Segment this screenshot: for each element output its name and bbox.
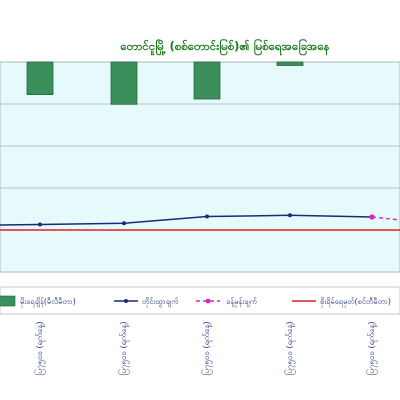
observed-line xyxy=(0,214,373,226)
legend-swatch-rain xyxy=(0,295,16,307)
legend-marker-forecast xyxy=(205,298,211,304)
legend-label-observed: တိုင်းထွာချက် xyxy=(142,297,178,307)
rain-bar xyxy=(276,61,304,66)
x-tick-labels: ပြ၇၅၀၀ (ရက်နေ့) ပြ၇၅၀၀ (ရက်နေ့) ပြ၇၅၀၀ (ရက… xyxy=(34,321,378,375)
legend-entry-warning: စိုးရိမ်ရေမှတ်(စင်တီမီတာ) xyxy=(292,297,391,307)
x-tick-label: ပြ၇၅၀၀ (ရက်နေ့) xyxy=(34,321,46,375)
legend-label-rain: မိုးရေချိန်(မီလီမီတာ) xyxy=(20,297,76,307)
rain-bar xyxy=(26,61,54,95)
observed-point xyxy=(122,221,126,226)
x-tick-label: ပြ၇၅၀၀ (ရက်နေ့) xyxy=(118,321,130,375)
observed-point xyxy=(288,213,292,218)
legend-label-warning: စိုးရိမ်ရေမှတ်(စင်တီမီတာ) xyxy=(320,297,391,307)
x-tick-label: ပြ၇၅၀၀ (ရက်နေ့) xyxy=(284,321,296,375)
legend-entry-rain: မိုးရေချိန်(မီလီမီတာ) xyxy=(0,295,76,307)
x-tick-label: ပြ၇၅၀၀ (ရက်နေ့) xyxy=(201,321,213,375)
forecast-line xyxy=(371,216,400,221)
forecast-point xyxy=(369,214,375,220)
legend-entry-forecast: ခန့်မှန်းချက် xyxy=(196,297,257,307)
rain-bar xyxy=(110,61,138,105)
legend-marker-observed xyxy=(124,299,128,303)
gridlines xyxy=(0,103,400,231)
legend-entry-observed: တိုင်းထွာချက် xyxy=(114,297,178,307)
observed-line-series xyxy=(0,213,374,227)
legend-label-forecast: ခန့်မှန်းချက် xyxy=(226,297,257,307)
forecast-series xyxy=(369,214,400,221)
chart-title: တောင်ငူမြို့ (စစ်တောင်းမြစ်)၏ မြစ်ရေအခြေ… xyxy=(119,38,329,56)
observed-point xyxy=(38,222,42,227)
observed-point xyxy=(205,214,209,219)
rain-bar xyxy=(193,61,221,100)
bar-series xyxy=(26,61,304,105)
x-tick-label: ပြ၇၅၀၀ (ရက်နေ့) xyxy=(366,321,378,375)
